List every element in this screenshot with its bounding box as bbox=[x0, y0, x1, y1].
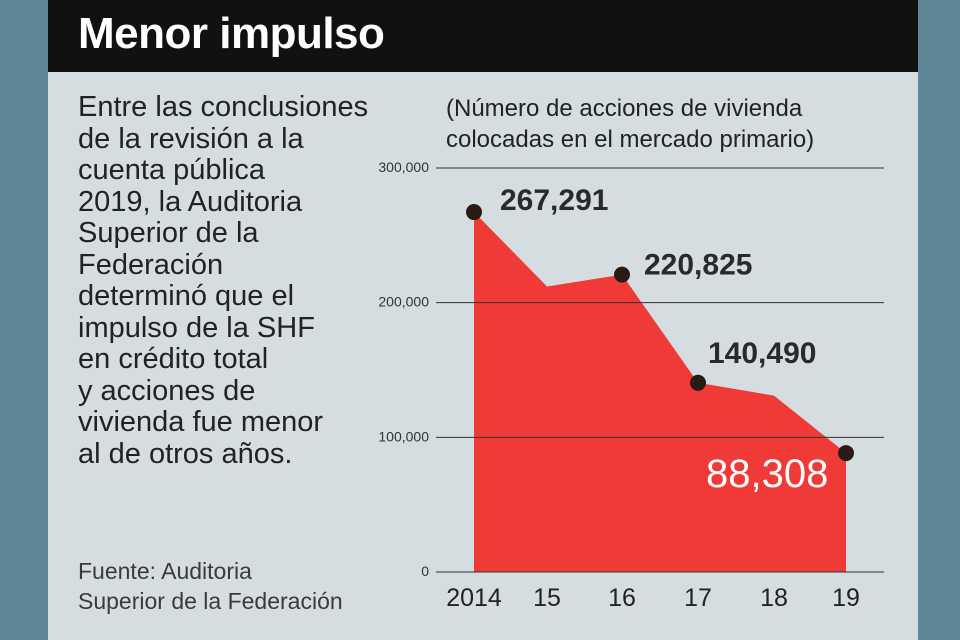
x-tick-label: 15 bbox=[533, 584, 561, 612]
subtitle-line: colocadas en el mercado primario) bbox=[446, 126, 815, 153]
data-label: 220,825 bbox=[644, 249, 752, 282]
page-title: Menor impulso bbox=[78, 9, 385, 58]
body-line: vivienda fue menor bbox=[78, 406, 324, 438]
y-tick-label: 100,000 bbox=[378, 428, 429, 444]
source-line: Fuente: Auditoria bbox=[78, 558, 252, 584]
data-point-marker bbox=[690, 374, 706, 391]
body-line: y acciones de bbox=[78, 374, 256, 407]
y-tick-label: 200,000 bbox=[378, 294, 429, 310]
x-tick-label: 16 bbox=[608, 584, 636, 612]
source-note: Fuente: Auditoria Superior de la Federac… bbox=[78, 556, 398, 616]
data-label: 267,291 bbox=[500, 184, 608, 217]
body-line: impulso de la SHF bbox=[78, 311, 315, 344]
data-point-marker bbox=[838, 445, 854, 462]
body-line: Federación bbox=[78, 248, 224, 281]
area-series bbox=[474, 212, 846, 572]
y-tick-label: 0 bbox=[421, 563, 429, 579]
data-point-marker bbox=[614, 266, 630, 283]
body-line: en crédito total bbox=[78, 343, 269, 375]
data-label: 88,308 bbox=[706, 452, 828, 496]
body-line: cuenta pública bbox=[78, 154, 266, 186]
body-line: al de otros años. bbox=[78, 437, 293, 470]
body-line: Superior de la bbox=[78, 217, 259, 249]
data-point-marker bbox=[466, 204, 482, 221]
chart-subtitle: (Número de acciones de vivienda colocada… bbox=[446, 93, 886, 155]
body-line: Entre las conclusiones bbox=[78, 91, 369, 123]
x-tick-label: 18 bbox=[760, 584, 788, 612]
body-line: de la revisión a la bbox=[78, 122, 304, 155]
subtitle-line: (Número de acciones de vivienda bbox=[446, 95, 803, 122]
body-line: determinó que el bbox=[78, 280, 295, 312]
data-label: 140,490 bbox=[708, 337, 816, 370]
title-bar: Menor impulso bbox=[48, 0, 918, 72]
x-tick-label: 2014 bbox=[446, 584, 502, 612]
y-tick-label: 300,000 bbox=[378, 159, 429, 175]
x-tick-label: 17 bbox=[684, 584, 712, 612]
body-line: 2019, la Auditoria bbox=[78, 185, 303, 218]
body-text: Entre las conclusiones de la revisión a … bbox=[78, 91, 388, 470]
source-line: Superior de la Federación bbox=[78, 588, 343, 614]
x-tick-label: 19 bbox=[832, 584, 860, 612]
